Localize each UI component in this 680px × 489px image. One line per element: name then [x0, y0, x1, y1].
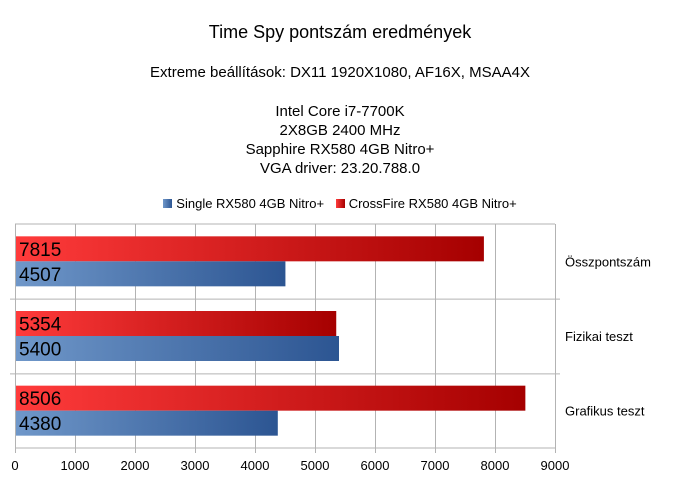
legend-swatch-single	[163, 199, 173, 208]
chart-title: Time Spy pontszám eredmények	[208, 22, 472, 42]
category-label: Grafikus teszt	[565, 404, 645, 419]
chart-subtitle-gpu: Sapphire RX580 4GB Nitro+	[245, 141, 435, 158]
data-label: 4507	[19, 265, 61, 286]
legend-label-crossfire: CrossFire RX580 4GB Nitro+	[348, 196, 517, 211]
chart-subtitle-driver: VGA driver: 23.20.788.0	[259, 160, 421, 177]
chart-subtitle-cpu: Intel Core i7-7700K	[275, 103, 405, 120]
data-label: 5354	[19, 315, 62, 336]
chart-legend: Single RX580 4GB Nitro+ CrossFire RX580 …	[0, 196, 680, 211]
legend-label-single: Single RX580 4GB Nitro+	[176, 196, 325, 211]
data-label: 7815	[19, 240, 61, 261]
x-tick-label: 3000	[181, 458, 210, 473]
legend-swatch-crossfire	[335, 199, 345, 208]
x-tick-label: 6000	[361, 458, 390, 473]
x-tick-label: 2000	[121, 458, 150, 473]
category-label: Fizikai teszt	[565, 329, 633, 344]
legend-item-single: Single RX580 4GB Nitro+	[163, 196, 324, 211]
data-label: 8506	[19, 389, 61, 410]
chart-subtitle-settings: Extreme beállítások: DX11 1920X1080, AF1…	[150, 64, 530, 81]
x-tick-label: 8000	[481, 458, 510, 473]
x-tick-label: 1000	[61, 458, 90, 473]
legend-item-crossfire: CrossFire RX580 4GB Nitro+	[335, 196, 517, 211]
x-tick-label: 0	[11, 458, 18, 473]
category-label: Összpontszám	[565, 254, 651, 269]
chart-labels: 0 1000 2000 3000 4000 5000 6000 7000 8000 9000 781…	[11, 240, 651, 473]
x-tick-label: 9000	[541, 458, 570, 473]
bar-single	[16, 410, 278, 436]
bar-single	[16, 336, 339, 361]
x-tick-label: 5000	[301, 458, 330, 473]
bar-crossfire	[16, 236, 484, 262]
bar-crossfire	[16, 385, 526, 411]
chart-subtitle-ram: 2X8GB 2400 MHz	[279, 122, 401, 139]
bar-crossfire	[16, 311, 337, 336]
x-tick-label: 4000	[241, 458, 270, 473]
data-label: 5400	[19, 340, 61, 361]
chart-bars	[16, 236, 526, 436]
bar-single	[16, 261, 286, 287]
data-label: 4380	[19, 414, 61, 435]
x-tick-label: 7000	[421, 458, 450, 473]
